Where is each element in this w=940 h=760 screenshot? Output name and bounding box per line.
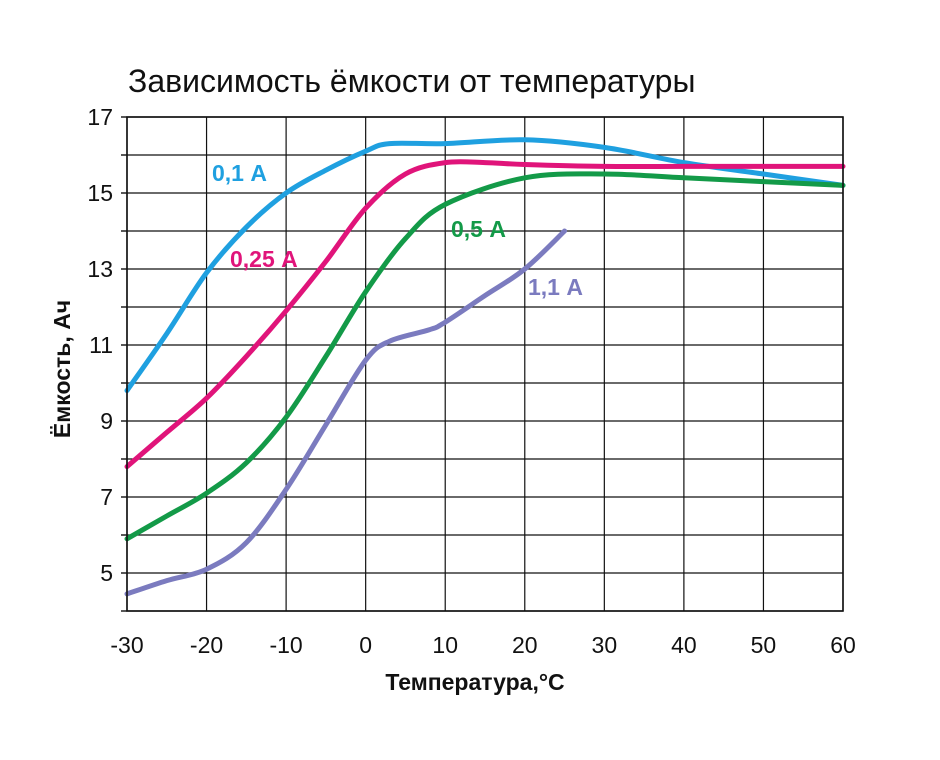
tick-labels: -30 -20 -10 0 10 20 30 40 50 60 5 7 9 11 13 15 17 <box>87 104 855 658</box>
x-tick-label: 0 <box>359 632 372 658</box>
y-axis-label: Ёмкость, Ач <box>49 300 75 438</box>
y-tick-label: 15 <box>87 180 113 206</box>
series-line <box>124 159 846 470</box>
x-tick-label: -30 <box>110 632 143 658</box>
series-label: 0,25 А <box>230 246 298 272</box>
series-labels: 0,1 А 0,25 А 0,5 А 1,1 А <box>212 160 583 300</box>
x-tick-label: 50 <box>751 632 777 658</box>
series-line <box>124 171 846 542</box>
y-tick-label: 13 <box>87 256 113 282</box>
y-tick-label: 17 <box>87 104 113 130</box>
x-tick-label: 60 <box>830 632 856 658</box>
series-line <box>124 137 846 394</box>
y-tick-label: 5 <box>100 560 113 586</box>
y-tick-label: 9 <box>100 408 113 434</box>
series-label: 0,1 А <box>212 160 267 186</box>
x-tick-label: -20 <box>190 632 223 658</box>
series-line <box>124 228 568 597</box>
y-tick-label: 7 <box>100 484 113 510</box>
plot-frame <box>126 116 844 612</box>
x-tick-label: 40 <box>671 632 697 658</box>
y-tick-label: 11 <box>89 332 113 358</box>
series-label: 0,5 А <box>451 216 506 242</box>
series-group <box>124 137 846 597</box>
x-tick-label: 30 <box>592 632 618 658</box>
x-tick-label: -10 <box>269 632 302 658</box>
x-tick-label: 10 <box>432 632 458 658</box>
x-tick-label: 20 <box>512 632 538 658</box>
x-axis-label: Температура,°С <box>385 669 564 695</box>
series-label: 1,1 А <box>528 274 583 300</box>
chart-title: Зависимость ёмкости от температуры <box>128 63 695 99</box>
